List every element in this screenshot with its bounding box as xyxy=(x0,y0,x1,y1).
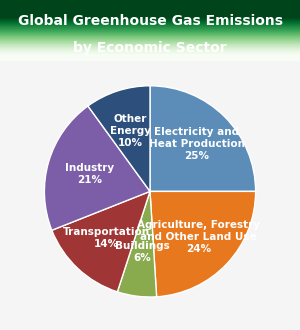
Text: by Economic Sector: by Economic Sector xyxy=(73,41,227,55)
Text: Industry
21%: Industry 21% xyxy=(64,163,114,185)
Text: Electricity and
Heat Production
25%: Electricity and Heat Production 25% xyxy=(149,127,245,161)
Wedge shape xyxy=(52,191,150,292)
Text: Buildings
6%: Buildings 6% xyxy=(115,241,170,263)
Text: Agriculture, Forestry
and Other Land Use
24%: Agriculture, Forestry and Other Land Use… xyxy=(137,220,260,254)
Text: Other
Energy
10%: Other Energy 10% xyxy=(110,114,151,148)
Wedge shape xyxy=(44,106,150,230)
Wedge shape xyxy=(150,191,256,297)
Wedge shape xyxy=(117,191,157,297)
Wedge shape xyxy=(150,86,256,191)
Wedge shape xyxy=(88,86,150,191)
Text: Transportation
14%: Transportation 14% xyxy=(63,227,150,248)
Text: Global Greenhouse Gas Emissions: Global Greenhouse Gas Emissions xyxy=(17,15,283,28)
